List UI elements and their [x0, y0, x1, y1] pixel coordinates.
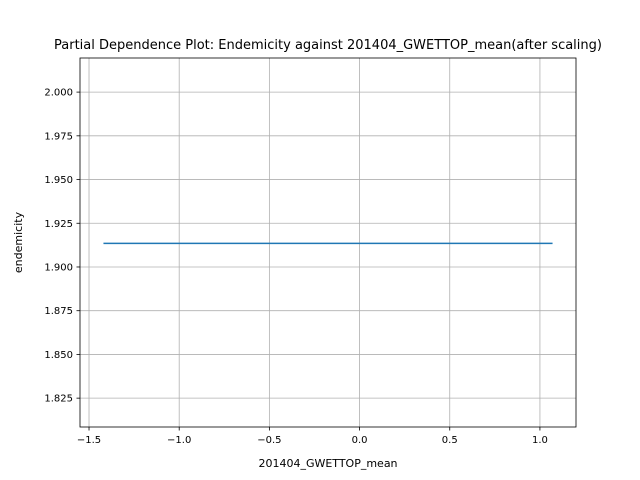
x-tick-label: −1.5 — [77, 435, 101, 446]
y-tick-label: 1.875 — [44, 306, 73, 317]
x-tick-label: −0.5 — [257, 435, 281, 446]
y-tick-label: 1.925 — [44, 219, 73, 230]
x-tick-label: 0.0 — [352, 435, 368, 446]
x-axis-label: 201404_GWETTOP_mean — [258, 457, 397, 470]
y-tick-label: 1.900 — [44, 262, 73, 273]
y-tick-label: 2.000 — [44, 88, 73, 99]
y-axis-label: endemicity — [12, 211, 25, 273]
x-tick-label: 1.0 — [532, 435, 548, 446]
plot-frame — [79, 57, 577, 428]
chart-title: Partial Dependence Plot: Endemicity agai… — [54, 38, 602, 53]
grid-layer — [80, 58, 576, 427]
y-tick-label: 1.950 — [44, 175, 73, 186]
y-tick-label: 1.825 — [44, 394, 73, 405]
ticks-layer: −1.5 −1.0 −0.5 0.0 0.5 1.0 1.825 1.850 1.875 1.90… — [44, 88, 548, 446]
x-tick-label: 0.5 — [442, 435, 458, 446]
y-tick-label: 1.850 — [44, 350, 73, 361]
x-tick-label: −1.0 — [167, 435, 191, 446]
y-tick-label: 1.975 — [44, 131, 73, 142]
